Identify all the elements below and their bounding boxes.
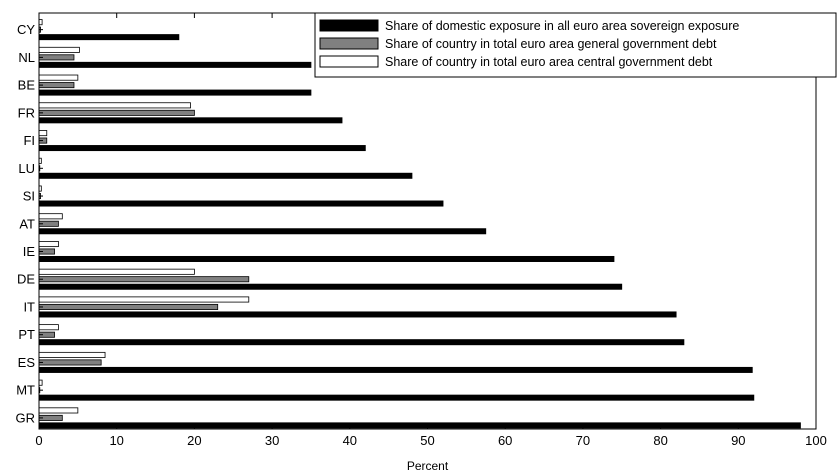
bar-pt-series-3 [38,324,59,331]
bar-it-series-1 [38,311,677,318]
x-axis: 0 10 20 30 40 50 60 70 80 90 100 [35,13,827,448]
bar-cy-series-1 [38,34,180,41]
bar-fi-series-1 [38,145,366,152]
y-tick-label: SI [23,189,35,204]
y-tick-label: DE [17,272,35,287]
bar-ie-series-3 [38,241,59,248]
y-tick-label: IT [23,299,35,314]
x-tick-label: 40 [343,433,357,448]
y-tick-label: BE [18,78,36,93]
bar-at-series-3 [38,213,63,220]
x-tick-label: 90 [731,433,745,448]
bar-nl-series-1 [38,61,312,68]
x-tick-label: 10 [109,433,123,448]
y-tick-label: CY [17,22,35,37]
bars-layer [38,19,801,429]
y-tick-label: FI [23,133,35,148]
y-tick-label: MT [16,383,35,398]
bar-fr-series-3 [38,102,191,109]
bar-be-series-3 [38,74,79,81]
x-tick-label: 0 [35,433,42,448]
y-tick-label: FR [18,105,35,120]
bar-it-series-3 [38,296,250,303]
bar-nl-series-3 [38,46,80,53]
legend-label: Share of country in total euro area gene… [385,37,717,51]
y-tick-label: IE [23,244,36,259]
bar-at-series-1 [38,228,487,235]
y-tick-label: GR [16,410,36,425]
bar-nl-series-2 [38,54,75,61]
bar-de-series-1 [38,283,623,290]
y-tick-label: AT [19,216,35,231]
legend: Share of domestic exposure in all euro a… [314,12,837,78]
x-tick-label: 30 [265,433,279,448]
bar-be-series-2 [38,82,75,89]
legend-label: Share of country in total euro area cent… [385,55,713,69]
y-tick-label: NL [18,50,35,65]
x-tick-label: 100 [805,433,827,448]
bar-es-series-2 [38,359,102,366]
bar-fr-series-1 [38,117,343,124]
x-tick-label: 60 [498,433,512,448]
x-tick-label: 20 [187,433,201,448]
bar-mt-series-1 [38,394,755,401]
y-tick-label: PT [18,327,35,342]
bar-si-series-1 [38,200,444,207]
bar-be-series-1 [38,89,312,96]
y-tick-label: LU [18,161,35,176]
bar-es-series-3 [38,351,106,358]
bar-gr-series-3 [38,407,79,414]
bar-de-series-2 [38,276,250,283]
y-axis: CY NL BE FR FI LU SI AT IE DE IT PT ES MT GR [16,22,43,425]
x-axis-label: Percent [407,459,449,473]
bar-gr-series-1 [38,422,801,429]
bar-fr-series-2 [38,109,195,116]
bar-de-series-3 [38,268,195,275]
legend-box [314,12,837,78]
bar-lu-series-1 [38,172,413,179]
bar-fi-series-3 [38,130,48,137]
x-tick-label: 70 [576,433,590,448]
legend-swatch [319,37,379,50]
y-tick-label: ES [18,355,36,370]
x-tick-label: 50 [420,433,434,448]
x-tick-label: 80 [653,433,667,448]
bar-pt-series-1 [38,339,685,346]
legend-swatch [319,19,379,32]
bar-it-series-2 [38,303,219,310]
legend-swatch [319,55,379,68]
legend-label: Share of domestic exposure in all euro a… [385,19,739,33]
bar-ie-series-1 [38,255,615,262]
bar-es-series-1 [38,366,753,373]
